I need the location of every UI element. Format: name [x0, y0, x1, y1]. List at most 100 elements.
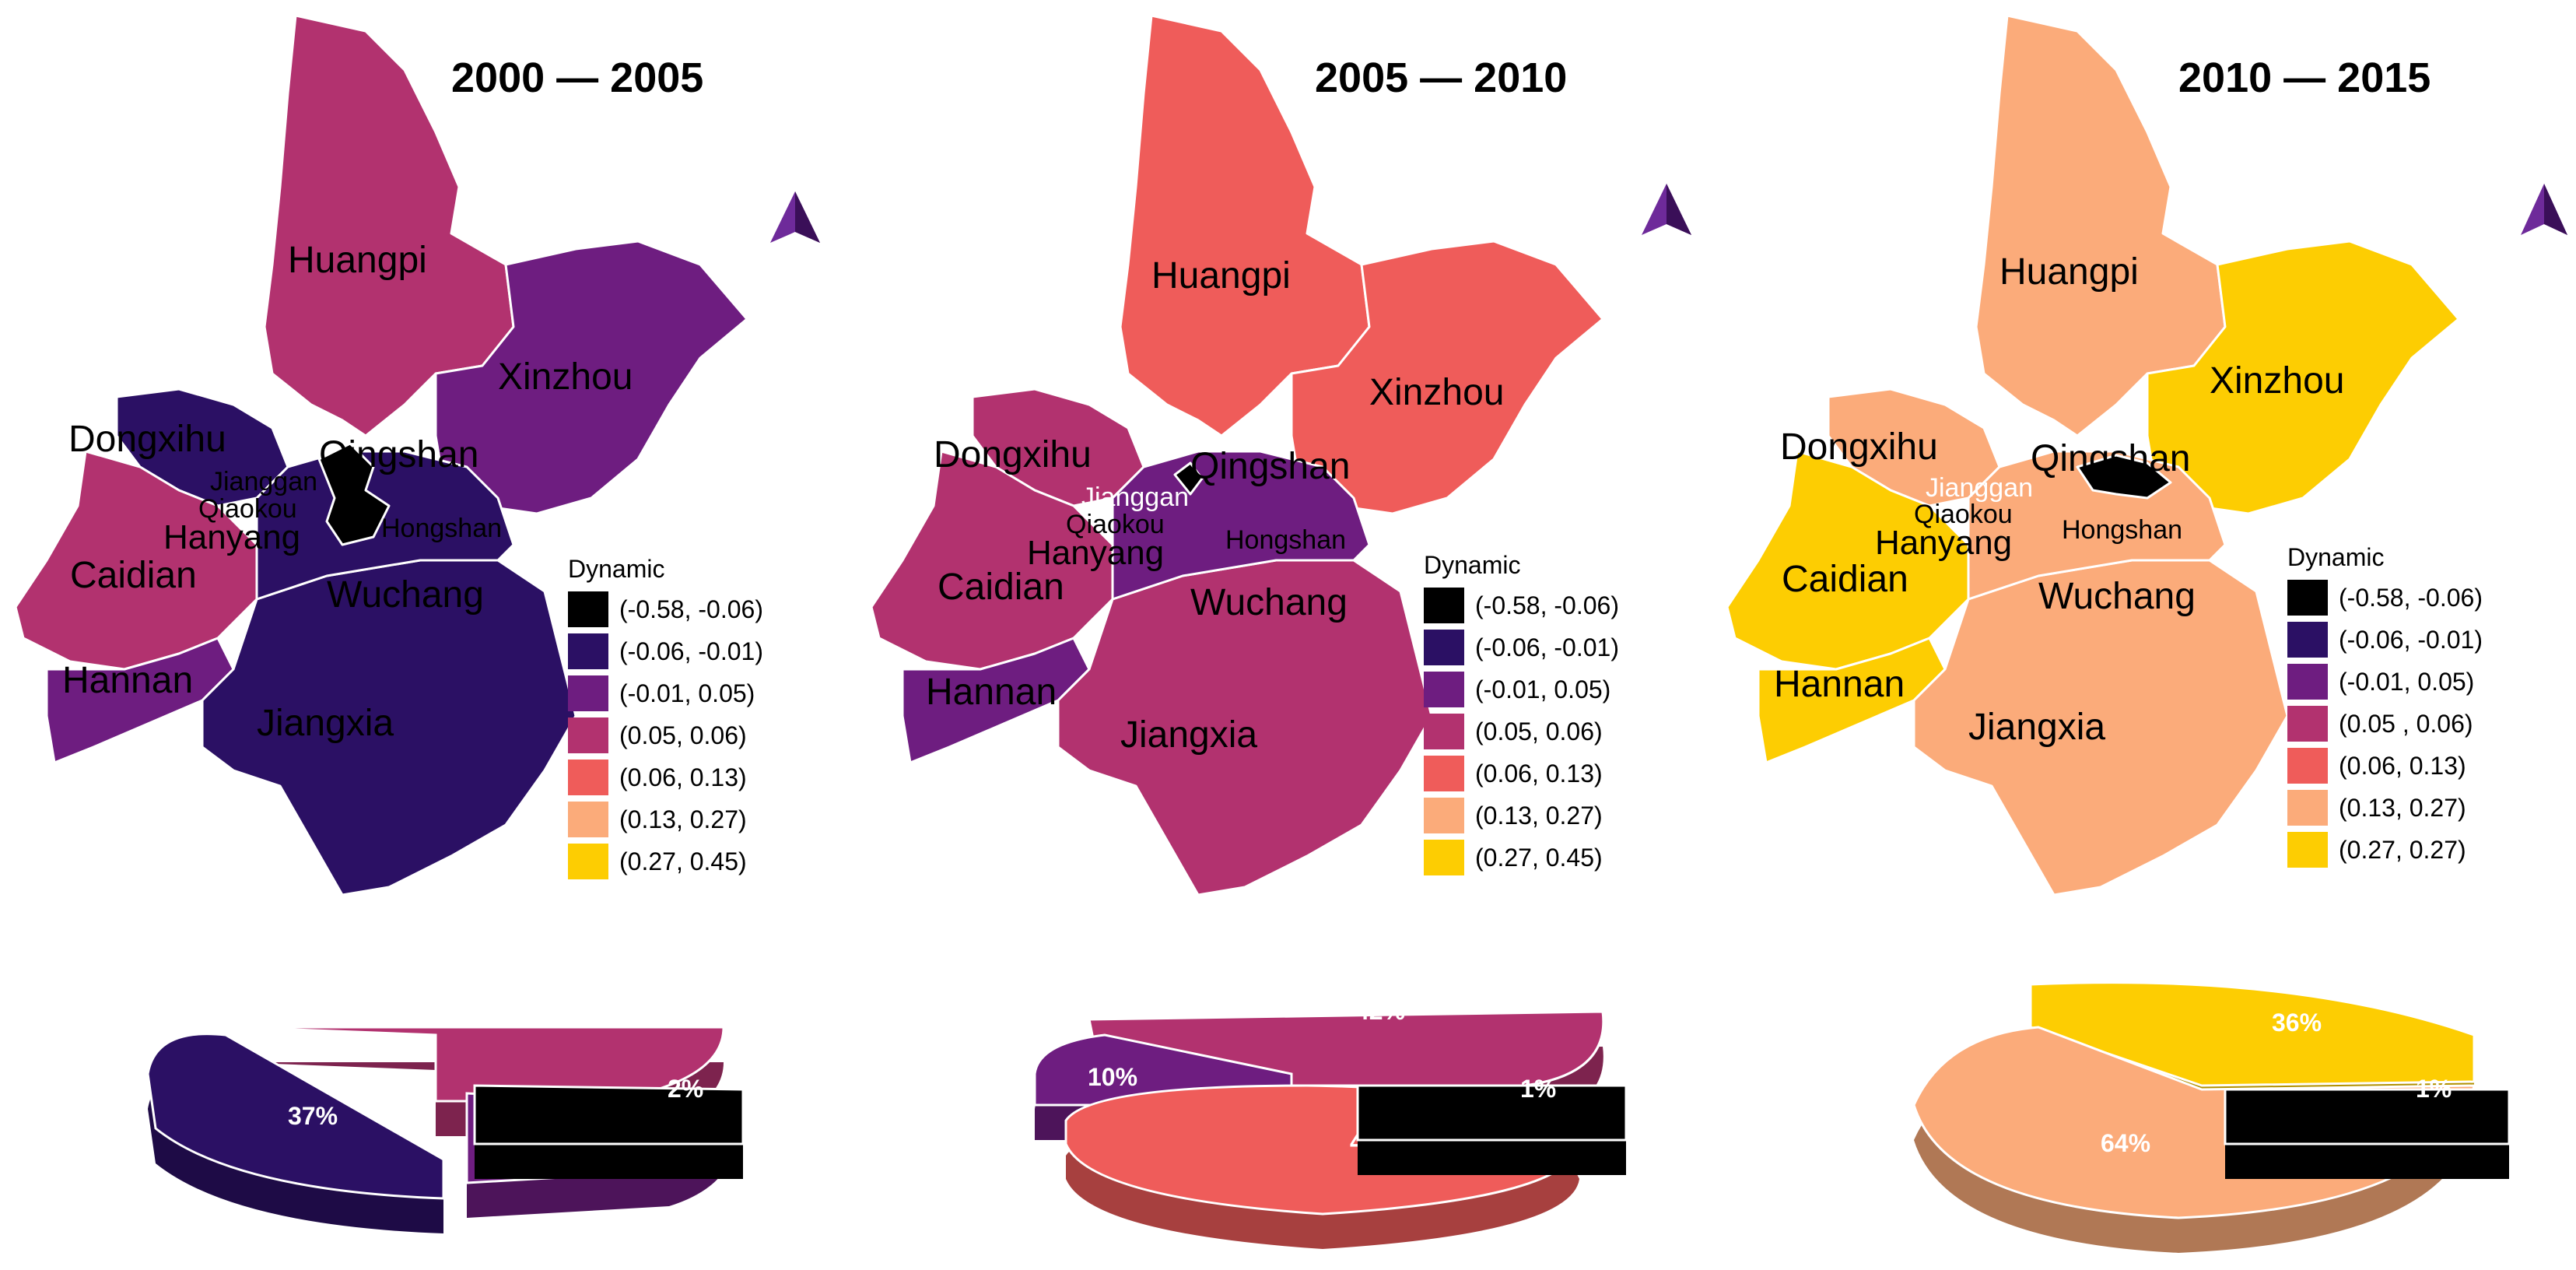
- label-huangpi: Huangpi: [1151, 255, 1291, 296]
- legend-swatch: [1424, 588, 1464, 623]
- district-map: [14, 14, 748, 896]
- legend-label: (0.13, 0.27): [619, 805, 747, 833]
- panel-title: 2005 — 2010: [1315, 54, 1567, 101]
- legend-swatch: [2287, 580, 2328, 616]
- district-map: [870, 14, 1604, 896]
- district-labels: Huangpi Xinzhou Dongxihu Qingshan Jiangg…: [1774, 251, 2344, 748]
- pie-slice: [146, 1033, 445, 1200]
- legend-label: (-0.58, -0.06): [619, 595, 763, 623]
- legend-label: (-0.06, -0.01): [1475, 633, 1619, 661]
- legend-swatch: [568, 802, 608, 837]
- legend-title: Dynamic: [568, 555, 664, 583]
- label-jianggan: Jianggan: [1081, 482, 1189, 512]
- legend: Dynamic (-0.58, -0.06)(-0.06, -0.01)(-0.…: [1424, 551, 1619, 875]
- label-qingshan: Qingshan: [1190, 446, 1350, 487]
- legend-swatch: [568, 591, 608, 627]
- pie-slice-label: 10%: [1088, 1063, 1137, 1091]
- label-jianggan: Jianggan: [210, 467, 317, 496]
- label-jiangxia: Jiangxia: [257, 703, 394, 744]
- label-qingshan: Qingshan: [2031, 438, 2190, 479]
- legend-swatch: [2287, 790, 2328, 826]
- label-huangpi: Huangpi: [1999, 251, 2139, 293]
- district-huangpi: [1975, 14, 2227, 437]
- legend-items: (-0.58, -0.06) (-0.06, -0.01) (-0.01, 0.05…: [568, 591, 763, 879]
- legend: Dynamic (-0.58, -0.06) (-0.06, -0.01) (-0.…: [2287, 543, 2483, 868]
- legend-items: (-0.58, -0.06) (-0.06, -0.01) (-0.01, 0.05…: [1424, 588, 1619, 875]
- label-wuchang: Wuchang: [1190, 582, 1348, 623]
- label-hannan: Hannan: [1774, 664, 1905, 705]
- legend-title: Dynamic: [1424, 551, 1520, 579]
- label-hongshan: Hongshan: [381, 514, 502, 543]
- pie-slice-label: 1%: [2416, 1075, 2452, 1103]
- label-dongxihu: Dongxihu: [934, 434, 1092, 475]
- legend-swatch: [1424, 798, 1464, 833]
- north-arrow-shade: [1667, 184, 1691, 235]
- legend-label: (0.06, 0.13): [619, 763, 747, 791]
- legend-label: (0.27, 0.45): [619, 847, 747, 875]
- district-xinzhou: [434, 240, 748, 515]
- legend-label: (0.27, 0.45): [1475, 844, 1603, 872]
- district-huangpi: [263, 14, 515, 437]
- pie-chart: 40%37%21%2%: [146, 993, 745, 1233]
- legend-swatch: [568, 675, 608, 711]
- legend-label: (-0.06, -0.01): [619, 637, 763, 665]
- label-caidian: Caidian: [938, 567, 1064, 608]
- district-huangpi: [1119, 14, 1371, 437]
- panel-title: 2000 — 2005: [451, 54, 703, 101]
- legend-swatch: [2287, 748, 2328, 784]
- label-xinzhou: Xinzhou: [498, 356, 633, 398]
- district-labels: Huangpi Xinzhou Dongxihu Qingshan Jiangg…: [62, 240, 633, 744]
- label-qingshan: Qingshan: [319, 434, 478, 475]
- legend-title: Dynamic: [2287, 543, 2384, 571]
- district-labels: Huangpi Xinzhou Dongxihu Qingshan Jiangg…: [926, 255, 1504, 756]
- pie-slice: [2224, 1088, 2511, 1145]
- legend-label: (-0.06, -0.01): [2339, 626, 2483, 654]
- label-qiaokou: Qiaokou: [198, 494, 297, 524]
- label-wuchang: Wuchang: [2038, 576, 2196, 617]
- pie-slice: [1356, 1084, 1628, 1142]
- legend-label: (-0.01, 0.05): [619, 679, 755, 707]
- district-xinzhou: [2146, 240, 2460, 515]
- legend-swatch: [1424, 840, 1464, 875]
- label-qiaokou: Qiaokou: [1066, 510, 1165, 539]
- legend-label: (-0.58, -0.06): [1475, 591, 1619, 619]
- legend-swatch: [2287, 664, 2328, 700]
- legend-swatch: [568, 844, 608, 879]
- legend-label: (0.05, 0.06): [619, 721, 747, 749]
- map-panel-2000-2005: 2000 — 2005 Huangpi Xinzhou Dongxihu Qin…: [14, 14, 820, 1233]
- legend-swatch: [1424, 672, 1464, 707]
- label-qiaokou: Qiaokou: [1914, 500, 2013, 529]
- pie-slice-label: 40%: [475, 993, 524, 1021]
- label-xinzhou: Xinzhou: [2210, 360, 2344, 402]
- north-arrow-shade: [2544, 184, 2567, 235]
- label-hanyang: Hanyang: [1875, 524, 2012, 562]
- legend: Dynamic (-0.58, -0.06)(-0.06, -0.01)(-0.…: [568, 555, 763, 879]
- legend-label: (-0.01, 0.05): [1475, 675, 1610, 703]
- legend-label: (0.27, 0.27): [2339, 836, 2466, 864]
- legend-label: (-0.01, 0.05): [2339, 668, 2474, 696]
- pie-slice-label: 2%: [668, 1075, 703, 1103]
- legend-label: (-0.58, -0.06): [2339, 584, 2483, 612]
- label-jianggan: Jianggan: [1926, 473, 2033, 503]
- pie-slice-label: 37%: [288, 1102, 338, 1130]
- label-huangpi: Huangpi: [288, 240, 427, 281]
- legend-swatch: [568, 717, 608, 753]
- district-central: [1111, 450, 1371, 601]
- label-dongxihu: Dongxihu: [1780, 426, 1938, 468]
- pie-slice-label: 64%: [2101, 1129, 2150, 1157]
- label-jiangxia: Jiangxia: [1120, 714, 1257, 756]
- label-wuchang: Wuchang: [327, 574, 484, 616]
- legend-swatch: [568, 760, 608, 795]
- legend-label: (0.06, 0.13): [1475, 760, 1603, 788]
- label-caidian: Caidian: [1782, 559, 1908, 600]
- pie-slice-label: 36%: [2272, 1009, 2322, 1037]
- legend-swatch: [1424, 756, 1464, 791]
- legend-swatch: [1424, 630, 1464, 665]
- pie-slice-label: 1%: [1520, 1075, 1556, 1103]
- map-panel-2010-2015: 2010 — 2015 Huangpi Xinzhou Dongxihu Qin…: [1726, 14, 2567, 1253]
- legend-swatch: [2287, 706, 2328, 742]
- label-xinzhou: Xinzhou: [1369, 372, 1504, 413]
- district-core: [2076, 454, 2172, 500]
- pie-slice: [2029, 981, 2476, 1087]
